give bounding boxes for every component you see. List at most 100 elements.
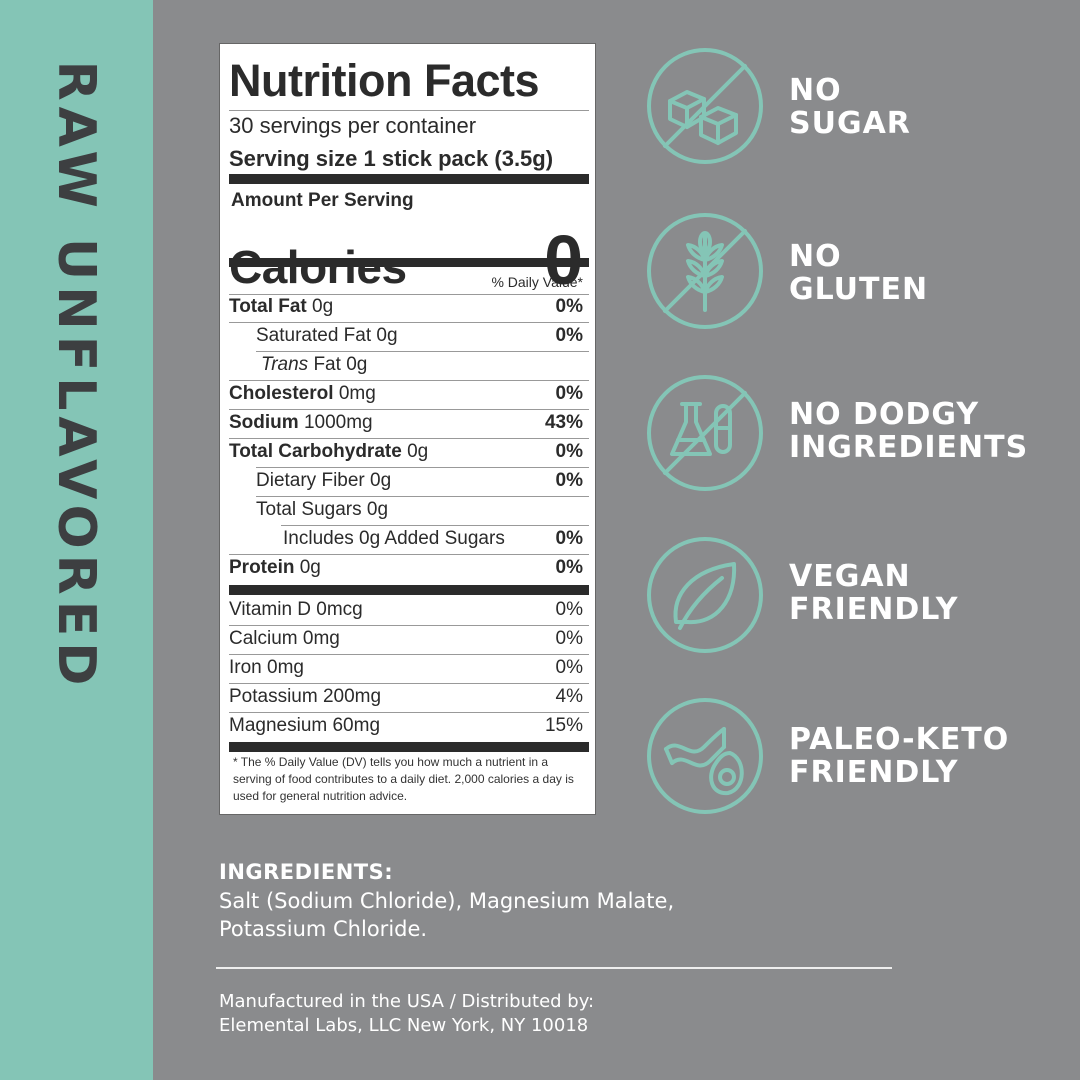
nutrient-row-added-sugars: Includes 0g Added Sugars 0% [229, 526, 589, 555]
mineral-row-vitamin-d: Vitamin D 0mcg 0% [229, 597, 589, 626]
daily-value-header: % Daily Value* [491, 274, 583, 290]
mineral-row-magnesium: Magnesium 60mg 15% [229, 713, 589, 742]
nutrient-name-italic: Trans [261, 354, 309, 375]
claim-paleo-keto-friendly: PALEO-KETO FRIENDLY [789, 723, 1009, 789]
nutrient-amount: 0g [346, 354, 368, 375]
nutrient-name: Total Fat [229, 296, 307, 317]
serving-size-label: Serving size [229, 146, 358, 171]
leaf-icon [646, 536, 764, 654]
no-lab-flask-icon [646, 374, 764, 492]
divider [229, 110, 589, 111]
nutrient-dv: 43% [544, 412, 583, 433]
calories-label: Calories [229, 241, 407, 293]
nutrient-row-total-fat: Total Fat 0g 0% [229, 294, 589, 323]
claim-line: NO [789, 239, 842, 274]
nutrient-dv: 0% [555, 557, 583, 578]
nutrient-row-total-carbohydrate: Total Carbohydrate 0g 0% [229, 439, 589, 468]
mineral-dv: 0% [555, 657, 583, 678]
claim-line: FRIENDLY [789, 755, 959, 790]
ingredients-line: Potassium Chloride. [219, 917, 428, 941]
nutrient-amount: 0g [312, 296, 334, 317]
servings-per-container: 30 servings per container [229, 113, 477, 138]
section-divider [216, 967, 892, 969]
claim-line: INGREDIENTS [789, 430, 1029, 465]
nutrient-name: Sodium [229, 412, 299, 433]
ingredients-heading: INGREDIENTS: [219, 860, 394, 884]
daily-value-footnote: * The % Daily Value (DV) tells you how m… [233, 755, 574, 803]
no-sugar-cubes-icon [646, 47, 764, 165]
nutrient-name: Dietary Fiber [256, 470, 365, 491]
nutrient-dv: 0% [555, 296, 583, 317]
thick-divider [229, 174, 589, 184]
nutrient-amount: 0g [407, 441, 429, 462]
thick-divider [229, 585, 589, 595]
claim-vegan-friendly: VEGAN FRIENDLY [789, 560, 958, 626]
nutrient-name: Total Sugars [256, 499, 362, 520]
claim-no-sugar: NO SUGAR [789, 74, 911, 140]
claim-line: SUGAR [789, 106, 911, 141]
nutrient-row-sodium: Sodium 1000mg 43% [229, 410, 589, 439]
nutrient-row-protein: Protein 0g 0% [229, 555, 589, 584]
claim-no-gluten: NO GLUTEN [789, 240, 928, 306]
claim-line: NO DODGY [789, 397, 980, 432]
thick-divider [229, 258, 589, 267]
nutrient-name: Saturated Fat [256, 325, 372, 346]
no-wheat-icon [646, 212, 764, 330]
mineral-name: Magnesium 60mg [229, 715, 381, 736]
side-band [0, 0, 153, 1080]
mineral-row-potassium: Potassium 200mg 4% [229, 684, 589, 713]
nutrient-row-cholesterol: Cholesterol 0mg 0% [229, 381, 589, 410]
divider [229, 294, 589, 295]
nutrient-dv: 0% [555, 325, 583, 346]
mineral-name: Potassium 200mg [229, 686, 382, 707]
nutrient-dv: 0% [555, 441, 583, 462]
manufacturer-info: Manufactured in the USA / Distributed by… [219, 990, 859, 1038]
manufacturer-line: Manufactured in the USA / Distributed by… [219, 991, 595, 1012]
claim-line: NO [789, 73, 842, 108]
mineral-name: Vitamin D 0mcg [229, 599, 363, 620]
nutrient-amount: 0g [370, 470, 392, 491]
serving-size: Serving size 1 stick pack (3.5g) [229, 144, 553, 174]
nutrient-amount: 0g [376, 325, 398, 346]
nutrient-amount: 0mg [338, 383, 376, 404]
ingredients-line: Salt (Sodium Chloride), Magnesium Malate… [219, 889, 675, 913]
thick-divider [229, 742, 589, 752]
nutrient-amount: 1000mg [303, 412, 373, 433]
ingredients-list: Salt (Sodium Chloride), Magnesium Malate… [219, 887, 819, 943]
nutrition-facts-panel: Nutrition Facts 30 servings per containe… [219, 43, 596, 815]
nutrient-row-dietary-fiber: Dietary Fiber 0g 0% [229, 468, 589, 497]
nutrient-name: Protein [229, 557, 295, 578]
claim-no-dodgy-ingredients: NO DODGY INGREDIENTS [789, 398, 1028, 464]
mineral-dv: 4% [555, 686, 583, 707]
nutrition-facts-title: Nutrition Facts [229, 55, 540, 106]
claim-line: GLUTEN [789, 272, 929, 307]
claim-line: PALEO-KETO [789, 722, 1010, 757]
nutrient-amount: 0g [366, 499, 389, 520]
mineral-dv: 15% [544, 715, 583, 736]
product-flavor-title: RAW UNFLAVORED [46, 60, 106, 692]
mineral-row-iron: Iron 0mg 0% [229, 655, 589, 684]
mineral-name: Calcium 0mg [229, 628, 340, 649]
amount-per-serving: Amount Per Serving [231, 190, 414, 211]
nutrient-row-total-sugars: Total Sugars 0g [229, 497, 589, 526]
nutrient-dv: 0% [555, 470, 583, 491]
nutrient-dv: 0% [555, 528, 583, 549]
mineral-dv: 0% [555, 599, 583, 620]
nutrient-dv: 0% [555, 383, 583, 404]
nutrient-name: Total Carbohydrate [229, 441, 402, 462]
nutrient-amount: 0g [299, 557, 321, 578]
mineral-row-calcium: Calcium 0mg 0% [229, 626, 589, 655]
claim-line: FRIENDLY [789, 592, 959, 627]
nutrient-row-trans-fat: Trans Fat 0g [229, 352, 589, 381]
nutrient-row-saturated-fat: Saturated Fat 0g 0% [229, 323, 589, 352]
claim-line: VEGAN [789, 559, 911, 594]
mineral-name: Iron 0mg [229, 657, 304, 678]
manufacturer-line: Elemental Labs, LLC New York, NY 10018 [219, 1015, 589, 1036]
nutrient-name: Includes 0g Added Sugars [283, 528, 505, 549]
nutrient-name: Cholesterol [229, 383, 334, 404]
mineral-dv: 0% [555, 628, 583, 649]
bacon-avocado-icon [646, 697, 764, 815]
serving-size-value: 1 stick pack (3.5g) [363, 146, 554, 171]
nutrient-name: Fat [313, 354, 341, 375]
